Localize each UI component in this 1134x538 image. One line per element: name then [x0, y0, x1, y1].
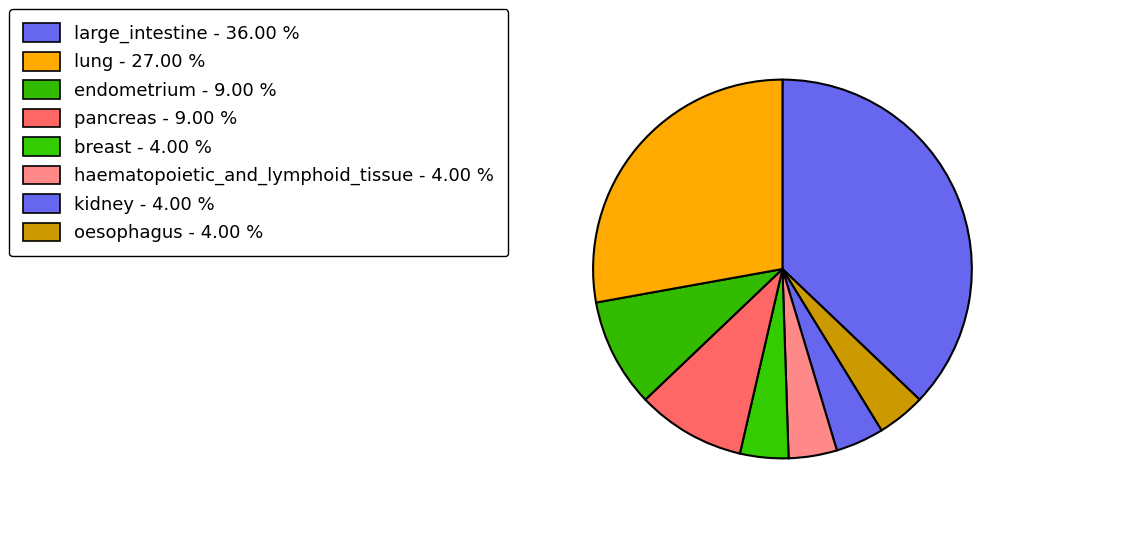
Wedge shape: [782, 269, 837, 458]
Wedge shape: [596, 269, 782, 400]
Wedge shape: [645, 269, 782, 454]
Wedge shape: [739, 269, 788, 458]
Wedge shape: [782, 269, 881, 450]
Wedge shape: [782, 80, 972, 400]
Wedge shape: [782, 269, 920, 430]
Wedge shape: [593, 80, 782, 302]
Legend: large_intestine - 36.00 %, lung - 27.00 %, endometrium - 9.00 %, pancreas - 9.00: large_intestine - 36.00 %, lung - 27.00 …: [9, 9, 508, 257]
